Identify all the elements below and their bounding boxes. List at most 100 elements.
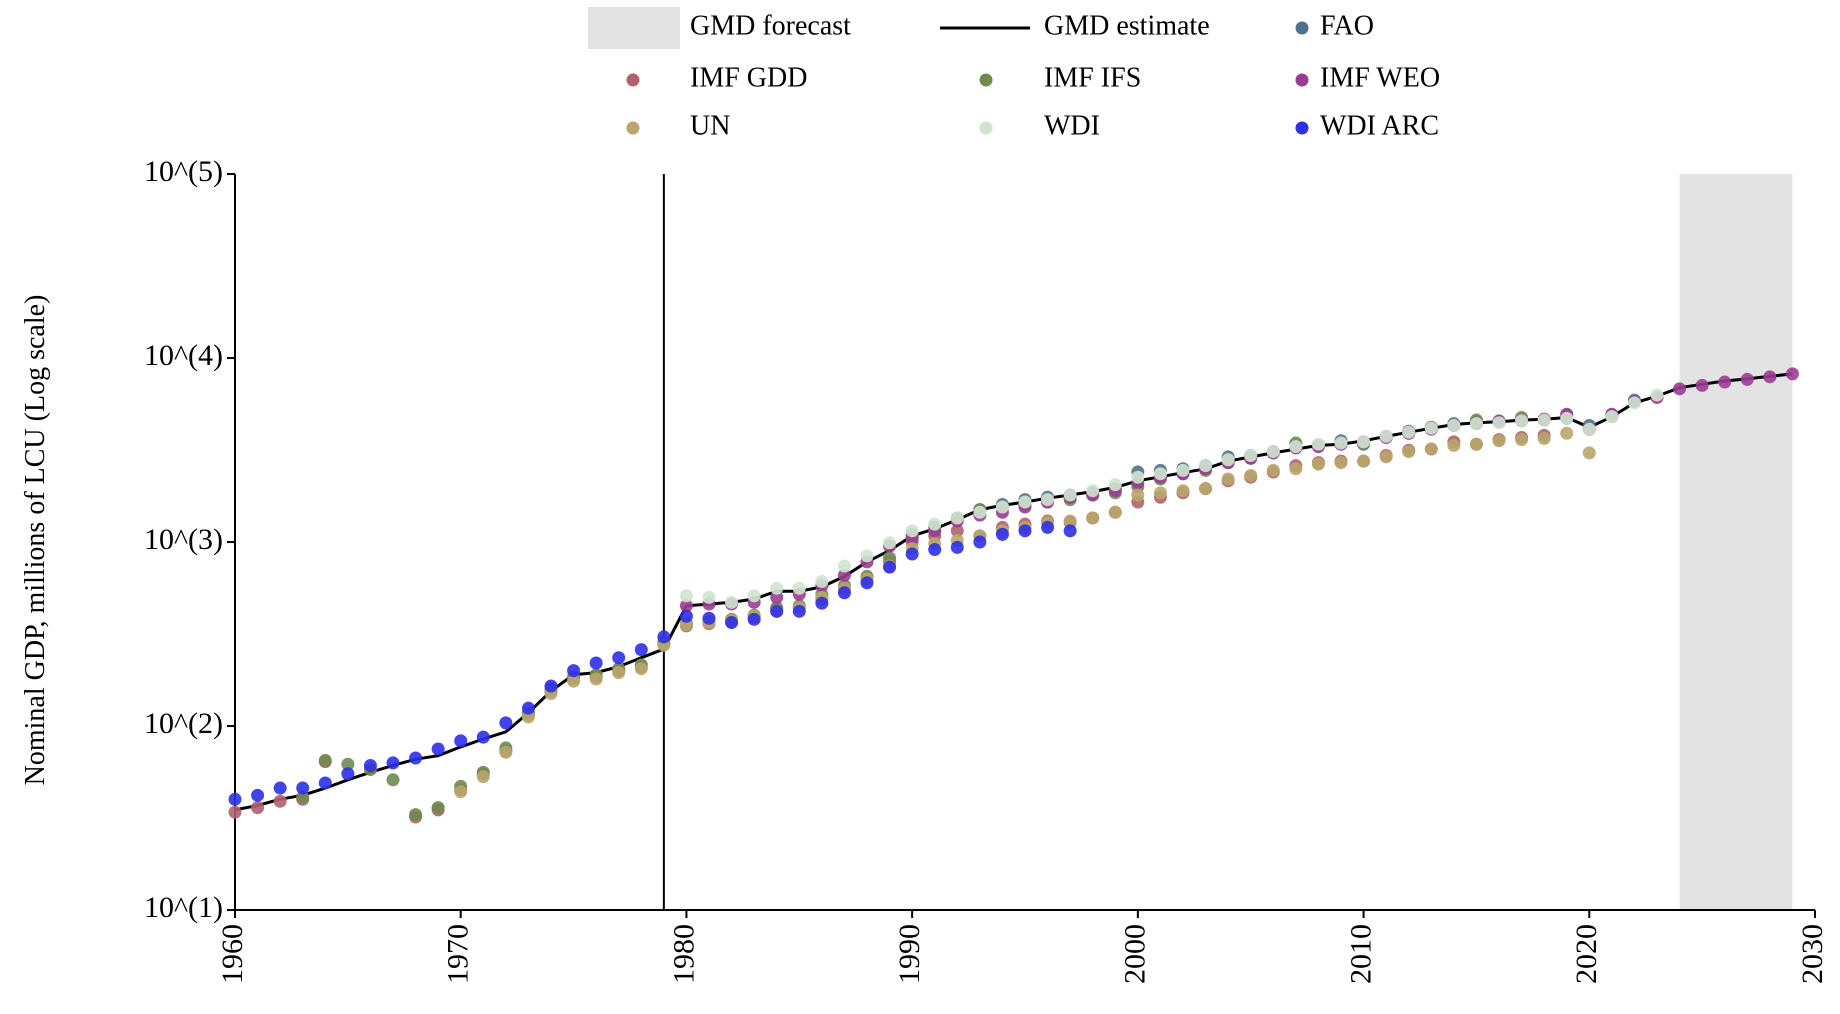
legend-swatch-point	[626, 121, 640, 135]
legend-item: GMD estimate	[940, 10, 1210, 41]
data-point	[973, 505, 987, 519]
data-point	[860, 576, 874, 590]
data-point	[296, 781, 310, 795]
data-point	[228, 805, 242, 819]
data-point	[1379, 450, 1393, 464]
x-tick-label: 1990	[893, 924, 926, 984]
data-point	[1402, 425, 1416, 439]
data-point	[883, 560, 897, 574]
data-point	[1131, 488, 1145, 502]
legend-item: IMF GDD	[626, 62, 807, 93]
data-point	[1469, 437, 1483, 451]
data-point	[1560, 411, 1574, 425]
data-point	[702, 590, 716, 604]
legend-label: IMF WEO	[1320, 62, 1440, 93]
data-point	[1176, 463, 1190, 477]
data-point	[1537, 413, 1551, 427]
legend-swatch-point	[1295, 21, 1309, 35]
data-point	[228, 792, 242, 806]
data-point	[589, 672, 603, 686]
data-point	[454, 785, 468, 799]
data-point	[1108, 478, 1122, 492]
data-point	[341, 767, 355, 781]
legend-item: UN	[626, 110, 730, 141]
data-point	[544, 679, 558, 693]
data-point	[1515, 433, 1529, 447]
data-point	[318, 776, 332, 790]
data-point	[1221, 453, 1235, 467]
data-point	[725, 616, 739, 630]
data-point	[928, 517, 942, 531]
data-point	[995, 527, 1009, 541]
data-point	[386, 773, 400, 787]
data-point	[454, 734, 468, 748]
data-point	[386, 756, 400, 770]
data-point	[950, 540, 964, 554]
data-point	[1311, 437, 1325, 451]
data-point	[1199, 482, 1213, 496]
tick-labels: 1960 1970 1980 1990 2000 2010 2020 2030 10^(1) 10…	[144, 155, 1829, 984]
data-point	[657, 630, 671, 644]
data-point	[1221, 472, 1235, 486]
data-point	[679, 589, 693, 603]
legend-item: WDI ARC	[1295, 110, 1439, 141]
data-point	[815, 574, 829, 588]
data-point	[1244, 468, 1258, 482]
data-point	[725, 595, 739, 609]
data-point	[1244, 449, 1258, 463]
data-point	[1379, 429, 1393, 443]
forecast-band	[1679, 174, 1793, 910]
data-point	[1334, 436, 1348, 450]
data-point	[815, 596, 829, 610]
data-point	[1785, 367, 1799, 381]
data-point	[1018, 524, 1032, 538]
data-point	[1469, 417, 1483, 431]
series-wdi	[679, 388, 1664, 609]
legend-label: FAO	[1320, 10, 1374, 41]
data-point	[1627, 396, 1641, 410]
data-point	[431, 801, 445, 815]
data-point	[476, 770, 490, 784]
data-point	[251, 801, 265, 815]
y-tick-label: 10^(1)	[144, 891, 223, 924]
data-point	[1199, 459, 1213, 473]
data-point	[995, 500, 1009, 514]
legend-item: GMD forecast	[588, 7, 851, 49]
data-point	[612, 666, 626, 680]
data-point	[950, 511, 964, 525]
legend: GMD forecast GMD estimate FAO IMF GDD IMF IF…	[588, 7, 1440, 141]
data-point	[837, 559, 851, 573]
legend-label: IMF IFS	[1044, 62, 1141, 93]
data-point	[770, 604, 784, 618]
data-point	[363, 758, 377, 772]
data-point	[1176, 484, 1190, 498]
data-point	[251, 788, 265, 802]
data-point	[1537, 432, 1551, 446]
data-point	[1740, 372, 1754, 386]
data-point	[679, 609, 693, 623]
data-point	[1153, 486, 1167, 500]
y-axis-title: Nominal GDP, millions of LCU (Log scale)	[20, 295, 51, 786]
data-point	[950, 524, 964, 538]
data-point	[589, 656, 603, 670]
data-point	[1108, 505, 1122, 519]
data-point	[1605, 410, 1619, 424]
y-tick-label: 10^(5)	[144, 155, 223, 188]
data-point	[1334, 456, 1348, 470]
axes	[234, 174, 1815, 911]
data-point	[1582, 422, 1596, 436]
data-point	[905, 524, 919, 538]
data-point	[1492, 416, 1506, 430]
data-point	[1718, 375, 1732, 389]
forecast-band-layer	[1679, 174, 1793, 910]
legend-item: WDI	[979, 110, 1100, 141]
x-tick-label: 1970	[442, 924, 475, 984]
data-point	[1763, 370, 1777, 384]
data-point	[1289, 440, 1303, 454]
data-point	[770, 590, 784, 604]
data-point	[409, 808, 423, 822]
data-point	[1063, 514, 1077, 528]
data-point	[837, 568, 851, 582]
data-point	[476, 730, 490, 744]
data-point	[521, 701, 535, 715]
